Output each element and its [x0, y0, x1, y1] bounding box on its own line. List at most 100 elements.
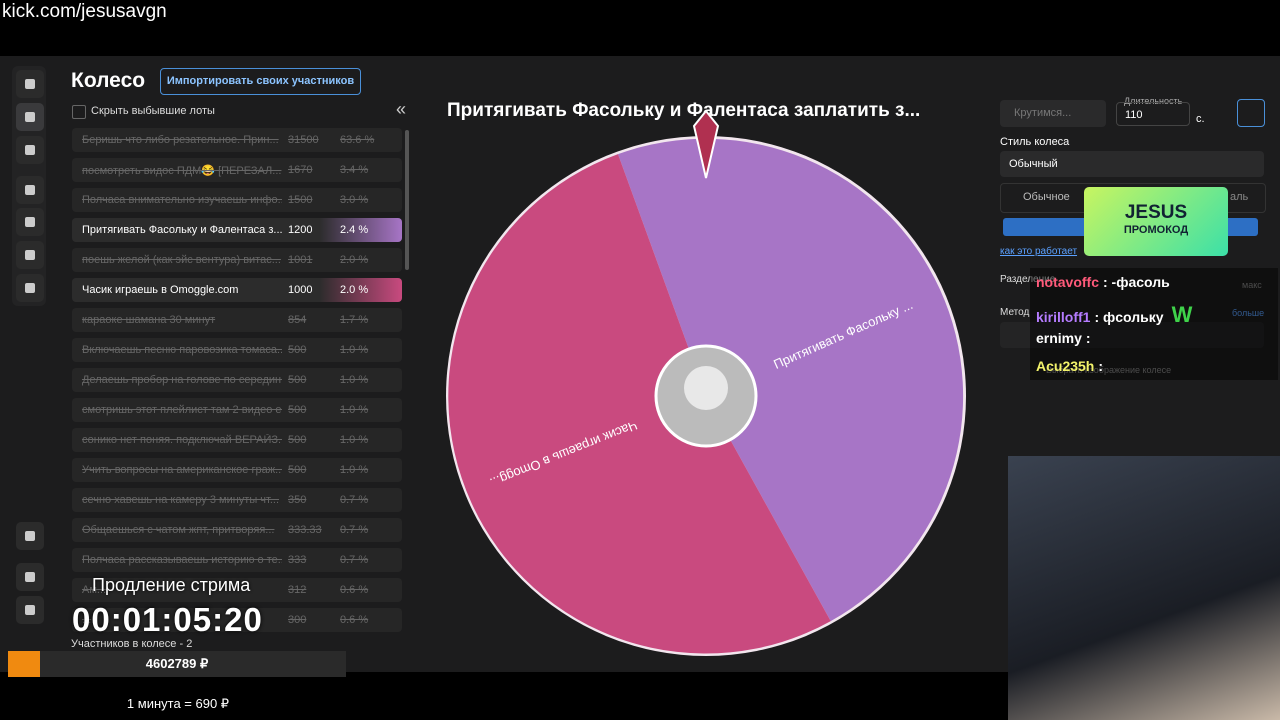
nav-icon[interactable] [16, 596, 44, 624]
goal-total: 4602789 ₽ [145, 656, 209, 671]
lot-name: Делаешь пробор на голове по середин... [82, 374, 282, 386]
lot-name: ... [82, 614, 92, 626]
lot-name: сечно хавешь на камеру 3 минуты чт... [82, 494, 280, 506]
nav-icon[interactable] [16, 70, 44, 98]
tab[interactable]: аль [1230, 191, 1249, 203]
collapse-button[interactable]: « [396, 99, 407, 119]
wheel-pointer [692, 110, 720, 179]
duration-label: Длительность [1124, 96, 1183, 106]
hide-label: Скрыть выбывшие лоты [91, 105, 215, 117]
lot-amount: 333 [288, 554, 307, 566]
style-select[interactable]: Обычный [1000, 151, 1264, 177]
lot-amount: 1001 [288, 254, 313, 266]
lot-percent: 0.7 % [340, 494, 369, 506]
max-label: макс [1242, 280, 1262, 290]
nav-icon[interactable] [16, 274, 44, 302]
nav-icon[interactable] [16, 208, 44, 236]
method-label: Метод [1000, 307, 1030, 318]
lot-percent: 0.7 % [340, 554, 369, 566]
participants: Участников в колесе - 2 [71, 638, 193, 650]
lot-name: поешь желой (как эйс вентура) витас... [82, 254, 281, 266]
chat-text: : -фасоль [1103, 274, 1170, 290]
scrollbar [405, 130, 409, 270]
checkbox[interactable] [72, 105, 86, 119]
lot-row: Беришь что либо резательное. Прин... 3150… [72, 128, 402, 152]
webcam [1008, 456, 1280, 720]
lot-amount: 500 [288, 464, 307, 476]
lot-name: Учить вопросы на американское граж... [82, 464, 282, 476]
nav-icon[interactable] [16, 563, 44, 591]
learn-more[interactable]: больше [1232, 308, 1265, 318]
lot-name: Включаешь песню паровозика томаса... [82, 344, 282, 356]
spin-button[interactable]: Крутимся... [1000, 100, 1106, 127]
lot-name: караоке шамана 30 минут [82, 314, 216, 326]
import-button[interactable]: Импортировать своих участников [160, 68, 361, 95]
chat-line: notavoffc: -фасоль [1036, 274, 1170, 290]
nav-icon[interactable] [16, 241, 44, 269]
lot-percent: 0.6 % [340, 614, 369, 626]
lot-row: Делаешь пробор на голове по середин... 50… [72, 368, 402, 392]
lot-percent: 1.0 % [340, 434, 369, 446]
lot-row: Полчаса внимательно изучаешь инфо... 1500… [72, 188, 402, 212]
lot-row: сонико нет поняя. подключай ВЕРАЙЗ... 500… [72, 428, 402, 452]
lot-amount: 500 [288, 404, 307, 416]
lot-amount: 300 [288, 614, 307, 626]
extend-label: Продление стрима [92, 575, 251, 595]
lot-percent: 0.7 % [340, 524, 369, 536]
chat-text: : [1085, 330, 1091, 346]
lot-row: смотришь этот плейлист там 2 видео ен...… [72, 398, 402, 422]
lot-amount: 1670 [288, 164, 313, 176]
lot-percent: 1.7 % [340, 314, 369, 326]
lot-name: Притягивать Фасольку и Фалентаса з... [82, 224, 282, 236]
lot-percent: 1.0 % [340, 374, 369, 386]
lot-row: Включаешь песню паровозика томаса... 500 1… [72, 338, 402, 362]
how-link[interactable]: как это работает [1000, 246, 1078, 257]
nav-icon[interactable] [16, 103, 44, 131]
timer: 00:01:05:20 [72, 601, 263, 638]
lot-amount: 1500 [288, 194, 313, 206]
lot-name: Беришь что либо резательное. Прин... [82, 134, 279, 146]
lot-name: Ам... [82, 584, 107, 596]
lot-row: посмотреть видос ПДМ😂 [ПЕРЕЗАЛ... 1670 3.4… [72, 158, 402, 182]
lot-amount: 350 [288, 494, 307, 506]
lot-percent: 1.0 % [340, 404, 369, 416]
goal-bar [8, 651, 346, 677]
wheel: Притягивать Фасольку ... Часик играешь в… [446, 110, 966, 656]
wheel-segment[interactable] [448, 154, 831, 654]
tab[interactable]: Обычное [1023, 191, 1070, 203]
lot-name: посмотреть видос ПДМ😂 [ПЕРЕЗАЛ... [82, 165, 282, 177]
lot-row[interactable]: Часик играешь в Omoggle.com 1000 2.0 % [72, 278, 402, 302]
chat-user: notavoffc [1036, 274, 1099, 290]
lot-amount: 312 [288, 584, 307, 596]
split-label: Разделение [1000, 274, 1056, 285]
nav-icon[interactable] [16, 522, 44, 550]
promo-brand: JESUS [1124, 202, 1188, 223]
lot-amount: 1000 [288, 284, 313, 296]
promo: JESUS ПРОМОКОД [1084, 187, 1228, 256]
url: kick.com/jesusavgn [2, 1, 167, 22]
goal-progress [8, 651, 40, 677]
wheel-segment[interactable] [617, 138, 964, 622]
lot-amount: 31500 [288, 134, 319, 146]
chat-overlay [1030, 268, 1278, 380]
lot-row: сечно хавешь на камеру 3 минуты чт... 350… [72, 488, 402, 512]
wheel-title: Притягивать Фасольку и Фалентаса заплати… [447, 100, 921, 121]
chat-line: ernimy: [1036, 330, 1091, 346]
chat-line: kirilloff1: фсольку W [1036, 302, 1192, 328]
lot-percent: 2.0 % [340, 284, 369, 296]
method-select[interactable] [1000, 322, 1264, 348]
lot-row[interactable]: Притягивать Фасольку и Фалентаса з... 120… [72, 218, 402, 242]
select-label: Выбрать изображение колесе [1046, 365, 1172, 375]
lot-row: Ам... 312 0.6 % [72, 578, 402, 602]
duration-input[interactable]: 110 [1116, 102, 1190, 126]
lot-amount: 1200 [288, 224, 313, 236]
nav-icon[interactable] [16, 136, 44, 164]
lot-name: сонико нет поняя. подключай ВЕРАЙЗ... [82, 434, 282, 446]
lot-percent: 2.4 % [340, 224, 369, 236]
lot-name: Часик играешь в Omoggle.com [82, 284, 239, 296]
nav-icon[interactable] [16, 176, 44, 204]
lot-row: поешь желой (как эйс вентура) витас... 10… [72, 248, 402, 272]
lot-amount: 500 [288, 344, 307, 356]
music-button[interactable] [1237, 99, 1265, 127]
lot-percent: 0.6 % [340, 584, 369, 596]
